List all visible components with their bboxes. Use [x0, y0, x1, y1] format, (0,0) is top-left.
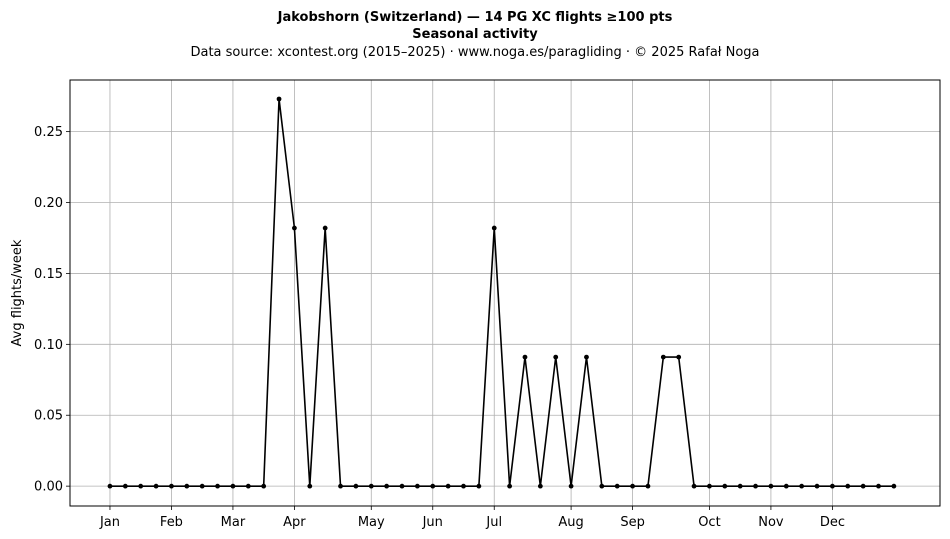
data-point [768, 483, 774, 489]
data-point [322, 225, 328, 231]
data-point [522, 354, 528, 360]
data-point [676, 354, 682, 360]
data-point [107, 483, 113, 489]
y-axis: 0.00 0.05 0.10 0.15 0.20 0.25 [34, 125, 70, 495]
x-tick-label: Jun [422, 515, 443, 530]
data-point [753, 483, 758, 489]
data-point [245, 483, 251, 489]
x-tick-label: Aug [558, 515, 583, 530]
data-point [261, 483, 267, 489]
x-tick-label: Apr [283, 515, 306, 530]
data-point [891, 483, 897, 489]
data-point [553, 354, 559, 360]
series-line [109, 98, 894, 487]
data-point [737, 483, 743, 489]
x-tick-label: Feb [160, 515, 183, 530]
data-points [107, 96, 897, 489]
chart-subtitle: Seasonal activity [412, 27, 538, 42]
data-point [584, 354, 589, 360]
y-tick-label: 0.10 [34, 338, 63, 353]
data-point [614, 483, 620, 489]
chart-title: Jakobshorn (Switzerland) — 14 PG XC flig… [277, 10, 673, 25]
data-point [568, 483, 574, 489]
data-point [230, 483, 236, 489]
x-tick-label: Nov [758, 515, 784, 530]
data-point [660, 354, 666, 360]
data-point [630, 483, 635, 489]
data-point [691, 483, 697, 489]
grid [70, 80, 940, 506]
data-point [199, 483, 205, 489]
data-point [338, 483, 343, 489]
x-tick-label: Mar [221, 515, 246, 530]
x-tick-label: May [358, 515, 385, 530]
chart-source-line: Data source: xcontest.org (2015–2025) · … [190, 45, 759, 60]
y-tick-label: 0.25 [34, 125, 63, 140]
plot-frame [69, 79, 941, 507]
data-point [430, 483, 436, 489]
x-tick-label: Oct [698, 515, 720, 530]
x-tick-label: Dec [820, 515, 845, 530]
x-tick-label: Sep [620, 515, 645, 530]
x-tick-label: Jul [485, 515, 502, 530]
x-tick-label: Jan [99, 515, 120, 530]
data-point [414, 483, 420, 489]
data-point [707, 483, 712, 489]
x-axis: Jan Feb Mar Apr May Jun Jul Aug Sep Oct Nov Dec [99, 506, 845, 530]
data-point [184, 483, 190, 489]
data-point [276, 96, 282, 102]
data-point [138, 483, 144, 489]
data-point [169, 483, 174, 489]
data-point [799, 483, 805, 489]
data-point [491, 225, 497, 231]
y-tick-label: 0.20 [34, 196, 63, 211]
data-point [307, 483, 313, 489]
data-point [153, 483, 159, 489]
data-point [830, 483, 835, 489]
data-point [860, 483, 866, 489]
y-tick-label: 0.00 [34, 480, 63, 495]
data-point [814, 483, 820, 489]
data-point [353, 483, 359, 489]
data-point [645, 483, 651, 489]
data-point [215, 483, 220, 489]
data-point [445, 483, 451, 489]
data-point [368, 483, 374, 489]
data-point [783, 483, 789, 489]
data-point [461, 483, 466, 489]
data-point [292, 225, 297, 231]
data-point [507, 483, 513, 489]
data-point [399, 483, 405, 489]
data-point [384, 483, 390, 489]
data-point [122, 483, 128, 489]
data-point [722, 483, 728, 489]
data-point [845, 483, 851, 489]
data-point [876, 483, 881, 489]
y-axis-label: Avg flights/week [10, 239, 25, 346]
data-point [537, 483, 543, 489]
y-tick-label: 0.15 [34, 267, 63, 282]
data-point [599, 483, 605, 489]
series-line-layer [109, 98, 894, 487]
data-point [476, 483, 482, 489]
y-tick-label: 0.05 [34, 409, 63, 424]
